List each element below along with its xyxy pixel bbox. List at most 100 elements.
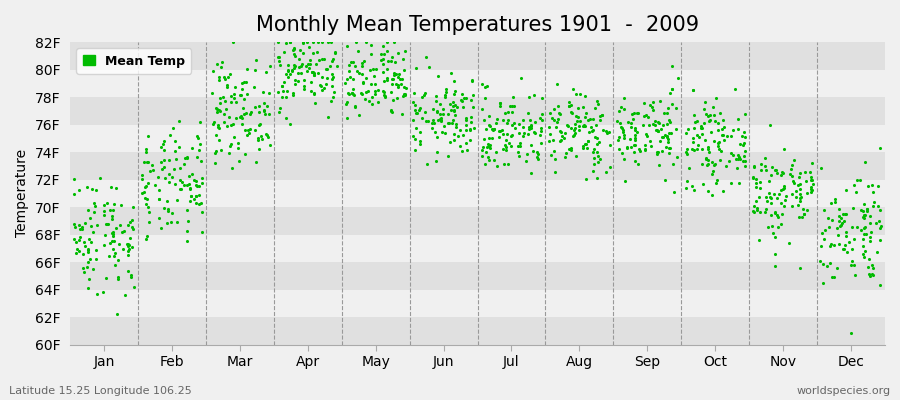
Point (667, 188, 681, 195)
Point (283, 71, 297, 78)
Point (384, 108, 399, 114)
Point (487, 126, 501, 132)
Point (618, 178, 633, 185)
Point (359, 89, 374, 96)
Point (689, 118, 704, 124)
Point (596, 126, 610, 133)
Point (381, 77, 395, 83)
Point (165, 210, 179, 216)
Point (665, 86, 680, 92)
Point (580, 116, 595, 123)
Point (510, 149, 525, 155)
Point (83, 256, 97, 262)
Point (533, 115, 547, 122)
Bar (70, 97, 885, 125)
Point (732, 152, 746, 158)
Point (297, 86, 311, 92)
Point (115, 228, 130, 235)
Point (706, 168, 720, 174)
Point (701, 156, 716, 163)
Point (856, 214, 870, 221)
Point (587, 161, 601, 168)
Point (590, 135, 604, 142)
Point (573, 118, 588, 124)
Point (626, 110, 641, 116)
Point (345, 90, 359, 97)
Point (455, 148, 470, 155)
Point (792, 170, 806, 176)
Point (106, 238, 121, 244)
Point (628, 158, 643, 164)
Point (320, 75, 334, 82)
Point (448, 102, 463, 108)
Point (620, 144, 634, 150)
Point (307, 72, 321, 78)
Point (111, 274, 125, 280)
Point (562, 103, 577, 110)
Point (307, 70, 321, 76)
Point (564, 125, 579, 131)
Point (295, 61, 310, 67)
Point (217, 74, 231, 80)
Point (111, 257, 125, 263)
Point (746, 164, 760, 170)
Point (325, 76, 339, 82)
Point (233, 92, 248, 98)
Point (517, 117, 531, 124)
Point (578, 140, 592, 147)
Point (163, 132, 177, 138)
Point (517, 132, 531, 139)
Point (387, 39, 401, 45)
Point (736, 158, 751, 164)
Point (864, 182, 878, 188)
Point (482, 113, 496, 119)
Point (343, 74, 357, 80)
Point (504, 133, 518, 139)
Point (625, 120, 639, 126)
Point (177, 160, 192, 167)
Point (670, 154, 684, 160)
Point (286, 50, 301, 57)
Point (446, 103, 461, 109)
Point (511, 120, 526, 127)
Point (383, 89, 398, 95)
Point (435, 129, 449, 136)
Point (772, 191, 787, 197)
Bar (70, 317, 885, 344)
Point (542, 138, 556, 144)
Point (631, 110, 645, 116)
Point (589, 122, 603, 128)
Point (511, 143, 526, 150)
Point (169, 156, 184, 162)
Point (625, 111, 639, 117)
Point (193, 141, 207, 147)
Point (75, 226, 89, 232)
Point (863, 213, 878, 219)
Point (68, 236, 82, 243)
Point (138, 184, 152, 190)
Point (795, 214, 809, 221)
Point (710, 140, 724, 146)
Point (399, 84, 413, 91)
Bar (70, 42, 885, 70)
Point (659, 144, 673, 150)
Point (752, 178, 767, 185)
Point (76, 265, 91, 271)
Point (257, 100, 272, 106)
Point (577, 122, 591, 128)
Point (590, 159, 605, 166)
Point (397, 84, 411, 90)
Point (651, 119, 665, 125)
Point (81, 285, 95, 291)
Point (786, 178, 800, 184)
Point (702, 118, 716, 124)
Point (116, 245, 130, 252)
Point (378, 93, 392, 100)
Point (707, 112, 722, 118)
Point (170, 197, 184, 203)
Point (512, 153, 526, 160)
Point (398, 48, 412, 54)
Point (256, 108, 271, 114)
Point (761, 178, 776, 184)
Point (859, 230, 873, 237)
